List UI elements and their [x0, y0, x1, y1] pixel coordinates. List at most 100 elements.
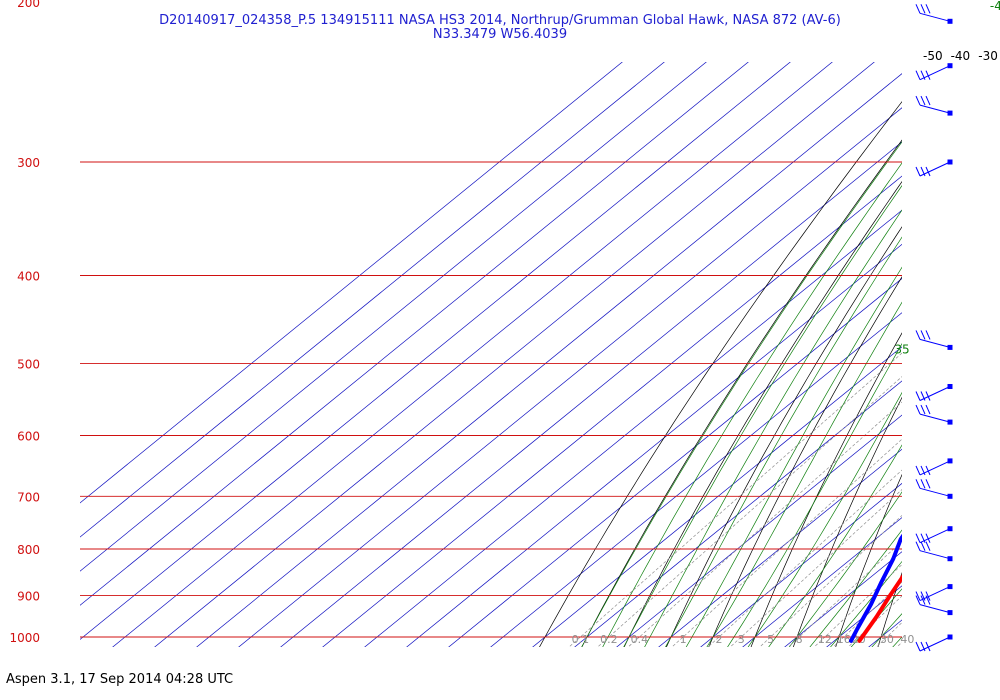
mixing-ratio-label: 3 — [738, 633, 745, 646]
wind-barb-shaft — [919, 65, 951, 81]
isotherm-line — [532, 346, 902, 647]
wind-barb-feather — [925, 533, 931, 543]
wind-barb-shaft — [919, 460, 951, 476]
wind-barb-feather — [915, 591, 921, 601]
wind-barb-feather — [925, 330, 931, 340]
wind-barb-feather — [925, 166, 931, 177]
wind-barb-feather — [915, 404, 921, 415]
wind-barb-feather — [915, 330, 921, 340]
moist-adiabat-line — [768, 444, 902, 647]
isotherm-line — [658, 448, 902, 647]
isotherm-line — [238, 107, 902, 647]
wind-barb-feather — [920, 166, 926, 177]
dry-adiabat-line — [623, 181, 902, 647]
mixing-ratio-line — [813, 564, 902, 647]
pressure-axis-label: 600 — [17, 430, 40, 444]
wind-barb-feather — [925, 541, 931, 551]
dry-adiabat-line — [835, 473, 902, 647]
mixing-ratio-label: 5 — [767, 633, 774, 646]
wind-barb-shaft — [919, 161, 951, 177]
footer-version: Aspen 3.1, 17 Sep 2014 04:28 UTC — [6, 672, 234, 687]
isotherm-line — [80, 62, 623, 504]
moist-adiabat-line — [788, 491, 902, 647]
mixing-ratio-line — [627, 401, 902, 647]
theta-axis-label: -30 — [978, 49, 998, 63]
isotherm-line — [919, 0, 1000, 675]
wind-barb-shaft — [919, 586, 951, 602]
wind-barbs-column — [915, 4, 953, 652]
wind-barb-feather — [920, 465, 926, 476]
isotherm-line — [448, 278, 902, 647]
moist-adiabat-line — [830, 560, 902, 647]
moist-adiabat-line — [581, 141, 902, 647]
wind-barb-feather — [915, 95, 921, 106]
theta-axis-label: -40 — [951, 49, 971, 63]
isotherm-line — [574, 380, 902, 647]
wind-barb-feather — [925, 404, 931, 415]
wind-barb-feather — [920, 479, 926, 489]
mixing-ratio-label: 30 — [880, 633, 894, 646]
wind-barb-shaft — [919, 338, 951, 348]
dry-adiabat-line — [913, 0, 1000, 675]
mixing-ratio-label: 2 — [716, 633, 723, 646]
isotherm-line — [406, 243, 902, 647]
wind-barb-shaft — [919, 413, 951, 423]
wind-barb-feather — [925, 591, 931, 601]
isotherm-line — [616, 414, 902, 647]
mixing-ratio-label: 8 — [796, 633, 803, 646]
isotherm-line — [742, 517, 902, 647]
wind-barb-shaft — [919, 604, 951, 614]
isotherm-line — [80, 62, 749, 606]
moist-adiabat-line — [727, 343, 902, 647]
mixing-ratio-line — [759, 514, 902, 647]
moist-adiabat-line — [623, 185, 902, 647]
wind-barb-shaft — [919, 386, 951, 401]
mixing-ratio-line — [729, 489, 902, 647]
dewpoint-profile — [849, 533, 902, 643]
mixing-ratio-label: 0.4 — [631, 633, 649, 646]
dry-adiabat-line — [666, 226, 902, 647]
wind-barb-feather — [920, 641, 926, 652]
pressure-axis-label: 500 — [17, 358, 40, 372]
wind-barb-feather — [925, 4, 931, 14]
wind-barb-feather — [925, 479, 931, 489]
mixing-ratio-line — [568, 352, 902, 647]
wind-barb-feather — [920, 4, 926, 14]
dry-adiabat-line — [750, 332, 902, 647]
wind-barb-feather — [925, 70, 931, 80]
chart-title: D20140917_024358_P.5 134915111 NASA HS3 … — [0, 14, 1000, 42]
isotherm-line — [280, 141, 902, 647]
isotherm-line — [364, 209, 902, 647]
moist-adiabat-line — [850, 588, 902, 647]
pressure-axis-label: 400 — [17, 270, 40, 284]
moist-adiabat-line — [809, 529, 902, 647]
wind-barb-feather — [920, 95, 926, 106]
isotherm-line — [154, 62, 875, 647]
theta-axis-label: -50 — [923, 49, 943, 63]
wind-barb-feather — [915, 70, 921, 80]
wind-barb-feather — [920, 595, 926, 605]
mixing-ratio-line — [787, 540, 902, 647]
wind-barb-shaft — [919, 12, 951, 22]
wind-barb-shaft — [919, 636, 951, 652]
wind-barb-feather — [920, 404, 926, 415]
wind-barb-feather — [920, 533, 926, 543]
wind-barb-feather — [915, 465, 921, 476]
chart-title-line1: D20140917_024358_P.5 134915111 NASA HS3 … — [159, 13, 841, 28]
wind-barb-feather — [915, 533, 921, 543]
moist-adiabat-line — [747, 391, 902, 647]
wind-barb-feather — [925, 95, 931, 106]
mixing-ratio-line — [847, 595, 902, 647]
isotherm-line — [80, 62, 665, 538]
wind-barb-feather — [925, 595, 931, 605]
pressure-axis-label: 700 — [17, 490, 40, 504]
mixing-ratio-line — [671, 438, 902, 647]
mixing-ratio-line — [597, 376, 902, 647]
dry-adiabat-line — [581, 139, 902, 647]
moist-adiabat-label: 35 — [894, 343, 909, 357]
mixing-ratio-label: 12 — [818, 633, 832, 646]
isotherm-line — [112, 62, 833, 647]
wind-barb-feather — [915, 595, 921, 605]
moist-adiabat-line — [644, 209, 902, 647]
moist-adiabat-line — [665, 236, 902, 647]
